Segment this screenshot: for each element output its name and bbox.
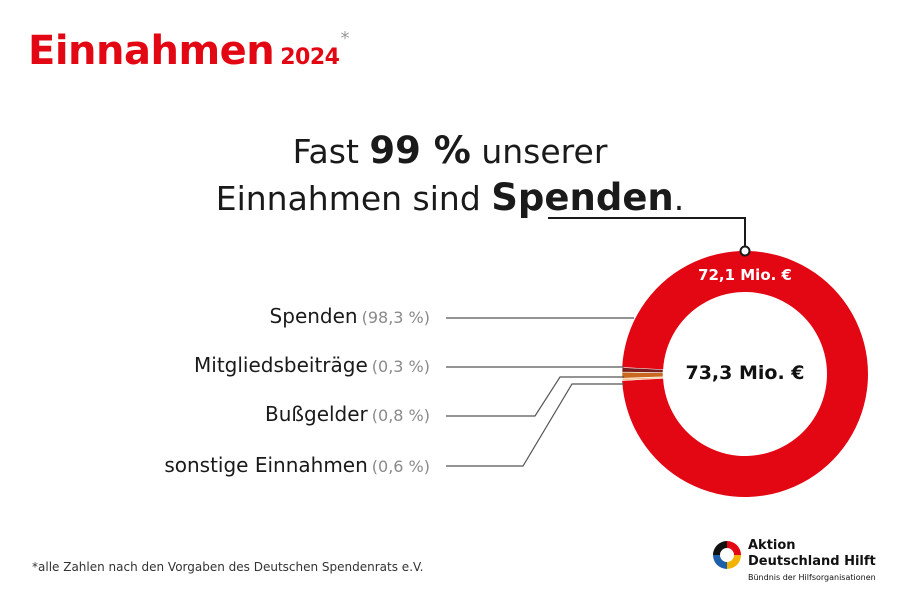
legend-label: Spenden xyxy=(269,304,358,328)
logo-line-1: Aktion xyxy=(748,538,796,553)
legend-label: Bußgelder xyxy=(265,402,368,426)
leader-line-bussgelder xyxy=(446,376,624,417)
legend-label: sonstige Einnahmen xyxy=(164,453,368,477)
headline-bold1: 99 % xyxy=(369,129,471,172)
donut-slice-sonstige-einnahmen xyxy=(621,367,664,374)
title-main: Einnahmen xyxy=(28,28,275,74)
page-title: Einnahmen 2024* xyxy=(28,28,349,74)
legend-percent: (0,3 %) xyxy=(371,357,430,376)
donut-slice-spenden xyxy=(622,251,868,497)
legend-item-mitgliedsbeitraege: Mitgliedsbeiträge (0,3 %) xyxy=(194,353,430,377)
title-asterisk: * xyxy=(340,28,349,49)
legend-item-bussgelder: Bußgelder (0,8 %) xyxy=(265,402,430,426)
headline-post1: unserer xyxy=(470,132,608,171)
donut-slice-bußgelder xyxy=(621,371,664,379)
logo-mark-icon xyxy=(713,541,741,569)
title-year: 2024 xyxy=(280,45,340,70)
headline-leader-dot xyxy=(739,245,751,257)
headline-pre2: Einnahmen sind xyxy=(215,179,492,218)
legend-percent: (0,6 %) xyxy=(371,457,430,476)
headline-leader-line xyxy=(548,217,746,246)
slice-label-spenden: 72,1 Mio. € xyxy=(698,266,792,284)
donut-center-label: 73,3 Mio. € xyxy=(685,362,804,384)
footnote: *alle Zahlen nach den Vorgaben des Deuts… xyxy=(32,560,424,574)
headline: Fast 99 % unserer Einnahmen sind Spenden… xyxy=(170,128,730,222)
legend-percent: (98,3 %) xyxy=(361,308,430,327)
headline-post2: . xyxy=(673,179,685,218)
legend-label: Mitgliedsbeiträge xyxy=(194,353,368,377)
headline-bold2: Spenden xyxy=(491,176,674,219)
headline-line-2: Einnahmen sind Spenden. xyxy=(170,175,730,222)
logo-line-3: Bündnis der Hilfsorganisationen xyxy=(748,573,876,582)
donut-slices xyxy=(621,251,868,497)
leader-line-sonstige xyxy=(446,383,624,467)
headline-line-1: Fast 99 % unserer xyxy=(170,128,730,175)
legend-percent: (0,8 %) xyxy=(371,406,430,425)
legend-item-sonstige: sonstige Einnahmen (0,6 %) xyxy=(164,453,430,477)
headline-pre1: Fast xyxy=(292,132,370,171)
legend-item-spenden: Spenden (98,3 %) xyxy=(270,304,430,328)
logo-line-2: Deutschland Hilft xyxy=(748,554,876,569)
